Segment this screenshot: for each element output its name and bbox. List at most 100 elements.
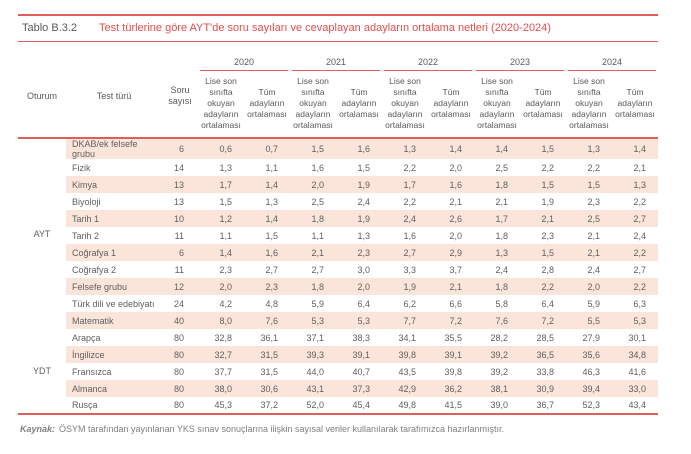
test-turu-cell: Tarih 2 [72,230,100,241]
column-header-test-turu: Test türü [66,55,162,139]
value-cell: 27,9 [582,332,600,343]
value-cell: 40,7 [352,366,370,377]
year-label: 2024 [568,55,656,71]
test-turu-cell: Felsefe grubu [66,278,162,295]
value-cell: 49,8 [398,400,416,410]
subheader-tum-2023: Tüm adayların ortalaması [520,71,566,139]
value-cell: 1,9 [336,210,382,227]
value-cell: 1,5 [566,176,612,193]
subheader-lise-2020: Lise son sınıfta okuyan adayların ortala… [198,71,244,139]
table-row: Biyoloji 13 1,5 1,3 2,5 2,4 2,2 2,1 2,1 1,9 2,3 2,2 [18,193,658,210]
table-row: Coğrafya 1 6 1,4 1,6 2,1 2,3 2,7 2,9 1,3 1,5 2,1 2,… [18,244,658,261]
value-cell: 5,5 [566,312,612,329]
value-cell: 1,5 [520,244,566,261]
test-turu-cell: Tarih 1 [66,210,162,227]
value-cell: 31,5 [244,346,290,363]
value-cell: 32,7 [198,346,244,363]
value-cell: 38,0 [198,380,244,397]
value-cell: 1,9 [336,176,382,193]
year-header-2020: 2020 [198,55,290,71]
subheader-row: Lise son sınıfta okuyan adayların ortala… [18,71,658,139]
value-cell: 1,8 [474,278,520,295]
value-cell: 2,2 [633,196,646,207]
value-cell: 1,1 [219,230,232,241]
value-cell: 31,5 [260,366,278,377]
value-cell: 2,7 [633,264,646,275]
value-cell: 39,0 [490,400,508,410]
test-turu-cell: Biyoloji [72,196,101,207]
value-cell: 7,6 [244,312,290,329]
value-cell: 2,1 [495,196,508,207]
value-cell: 1,5 [219,196,232,207]
value-cell: 38,1 [474,380,520,397]
value-cell: 2,2 [403,162,416,173]
subheader-tum-2020: Tüm adayların ortalaması [244,71,290,139]
value-cell: 2,2 [612,244,658,261]
value-cell: 6,2 [403,298,416,309]
value-cell: 1,3 [382,138,428,159]
value-cell: 37,3 [336,380,382,397]
soru-sayisi-cell: 13 [173,196,184,207]
value-cell: 5,3 [336,312,382,329]
value-cell: 2,3 [587,196,600,207]
value-cell: 1,3 [219,162,232,173]
value-cell: 2,0 [449,162,462,173]
table-number: Tablo B.3.2 [22,22,78,34]
value-cell: 2,1 [428,278,474,295]
value-cell: 1,4 [244,176,290,193]
value-cell: 1,4 [198,244,244,261]
value-cell: 1,3 [612,176,658,193]
value-cell: 2,1 [587,230,600,241]
value-cell: 2,3 [541,230,554,241]
test-turu-cell: Kimya [66,176,162,193]
table-row: Tarih 2 11 1,1 1,5 1,1 1,3 1,6 2,0 1,8 2,3 2,1 2,4 [18,227,658,244]
year-label: 2020 [200,55,288,71]
test-turu-cell: Almanca [66,380,162,397]
soru-sayisi-cell: 14 [173,162,184,173]
value-cell: 1,3 [566,138,612,159]
value-cell: 1,8 [290,278,336,295]
value-cell: 1,5 [265,230,278,241]
value-cell: 36,7 [536,400,554,410]
value-cell: 39,3 [290,346,336,363]
test-turu-cell: Matematik [66,312,162,329]
table-row: Rusça 80 45,3 37,2 52,0 45,4 49,8 41,5 39,0 36,7 5… [18,397,658,414]
value-cell: 44,0 [306,366,324,377]
value-cell: 33,8 [536,366,554,377]
value-cell: 2,2 [520,278,566,295]
value-cell: 34,8 [612,346,658,363]
test-turu-cell: Rusça [72,400,98,410]
table-row: Matematik 40 8,0 7,6 5,3 5,3 7,7 7,2 7,6 7,2 5,5 5,… [18,312,658,329]
value-cell: 2,4 [357,196,370,207]
value-cell: 2,0 [198,278,244,295]
value-cell: 36,2 [428,380,474,397]
test-turu-cell: Türk dili ve edebiyatı [72,298,155,309]
subheader-lise-2023: Lise son sınıfta okuyan adayların ortala… [474,71,520,139]
soru-sayisi-cell: 12 [162,278,198,295]
value-cell: 1,7 [382,176,428,193]
value-cell: 6,4 [541,298,554,309]
value-cell: 1,4 [428,138,474,159]
subheader-lise-2021: Lise son sınıfta okuyan adayların ortala… [290,71,336,139]
value-cell: 1,4 [244,210,290,227]
test-turu-cell: Arapça [72,332,101,343]
table-row: Fransızca 80 37,7 31,5 44,0 40,7 43,5 39,8 39,2 3… [18,363,658,380]
value-cell: 0,7 [244,138,290,159]
value-cell: 2,3 [336,244,382,261]
value-cell: 33,0 [612,380,658,397]
value-cell: 39,4 [566,380,612,397]
value-cell: 1,9 [541,196,554,207]
table-body: AYT DKAB/ek felsefe grubu 6 0,6 0,7 1,5 1,6 1,3… [18,138,658,414]
soru-sayisi-cell: 10 [162,210,198,227]
table-row: İngilizce 80 32,7 31,5 39,3 39,1 39,8 39,1 39,2 3… [18,346,658,363]
value-cell: 2,4 [495,264,508,275]
value-cell: 2,2 [612,278,658,295]
value-cell: 2,1 [449,196,462,207]
value-cell: 6,6 [449,298,462,309]
table-row: Almanca 80 38,0 30,6 43,1 37,3 42,9 36,2 38,1 30,… [18,380,658,397]
soru-sayisi-cell: 6 [162,138,198,159]
value-cell: 2,3 [244,278,290,295]
value-cell: 37,2 [260,400,278,410]
value-cell: 0,6 [198,138,244,159]
test-turu-cell: Coğrafya 2 [72,264,117,275]
